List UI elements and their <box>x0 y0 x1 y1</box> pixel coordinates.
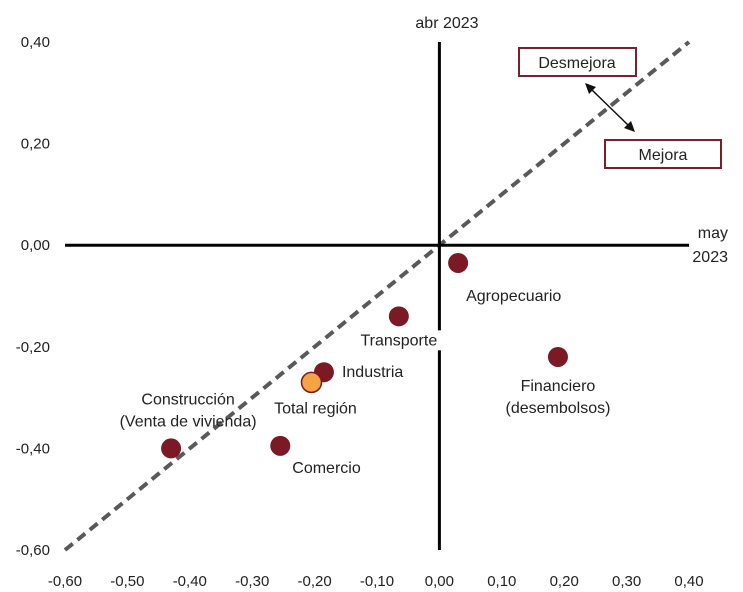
data-point <box>300 371 323 394</box>
point-label: Total región <box>274 400 357 417</box>
x-tick-label: -0,10 <box>360 573 394 590</box>
data-point <box>388 306 409 327</box>
desmejora-box <box>518 47 637 77</box>
x-tick-label: 0,00 <box>425 573 454 590</box>
diagonal-reference-line <box>63 40 691 552</box>
y-tick-label: -0,60 <box>16 542 50 559</box>
data-point <box>161 438 182 459</box>
x-axis-label-line-2: 2023 <box>692 249 728 266</box>
x-tick-label: -0,50 <box>110 573 144 590</box>
point-label: Agropecuario <box>466 288 561 305</box>
data-point <box>448 252 469 273</box>
x-tick-label: 0,40 <box>674 573 703 590</box>
y-axis-label: abr 2023 <box>415 15 478 32</box>
point-label: (desembolsos) <box>505 400 610 417</box>
y-tick-label: 0,00 <box>21 237 50 254</box>
point-label: Financiero <box>521 378 596 395</box>
x-axis-label-line-1: may <box>698 225 728 242</box>
y-tick-label: -0,40 <box>16 440 50 457</box>
y-tick-label: 0,40 <box>21 34 50 51</box>
y-tick-label: -0,20 <box>16 339 50 356</box>
point-label: Transporte <box>360 332 437 349</box>
x-tick-label: 0,30 <box>612 573 641 590</box>
desmejora-label: Desmejora <box>538 55 615 72</box>
point-label: Industria <box>342 364 403 381</box>
label-background <box>353 330 444 351</box>
x-tick-label: -0,40 <box>173 573 207 590</box>
x-tick-label: 0,10 <box>487 573 516 590</box>
point-label: (Venta de vivienda) <box>120 413 257 430</box>
point-label: Comercio <box>292 460 361 477</box>
mejora-box <box>604 139 722 169</box>
double-arrow-icon <box>585 83 635 132</box>
x-tick-label: 0,20 <box>550 573 579 590</box>
mejora-label: Mejora <box>639 147 688 164</box>
x-tick-label: -0,60 <box>48 573 82 590</box>
y-tick-label: 0,20 <box>21 136 50 153</box>
point-label: Construcción <box>141 391 234 408</box>
x-tick-label: -0,30 <box>235 573 269 590</box>
x-tick-label: -0,20 <box>297 573 331 590</box>
data-point <box>547 346 568 367</box>
data-point <box>270 435 291 456</box>
